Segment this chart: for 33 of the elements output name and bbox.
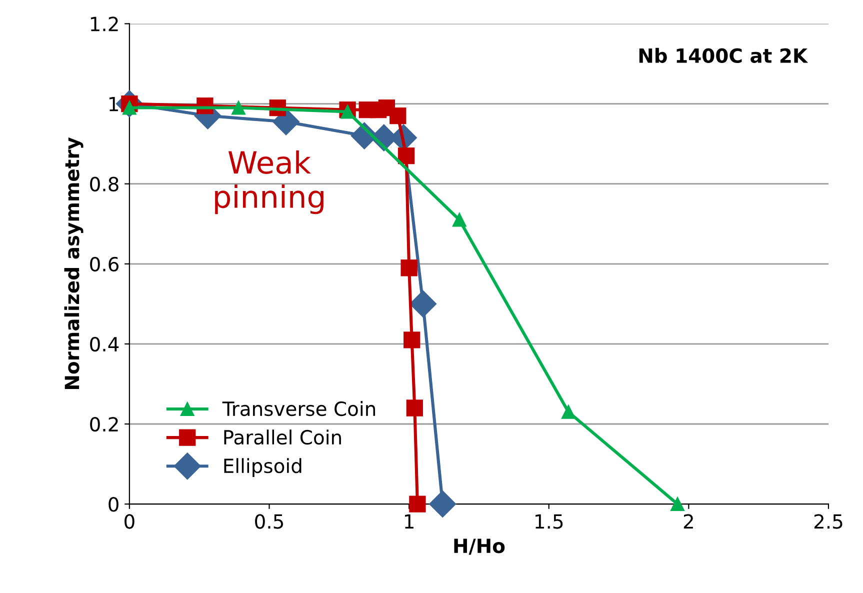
y-axis-title: Normalized asymmetry xyxy=(64,137,84,389)
y-tick-label: 0.2 xyxy=(90,416,118,432)
point xyxy=(232,100,246,115)
y-tick-label: 0.6 xyxy=(90,256,119,272)
point xyxy=(410,290,437,318)
point xyxy=(429,490,456,518)
x-tick-label: 2 xyxy=(684,514,693,529)
x-tick-label: 1 xyxy=(405,514,414,529)
x-tick-label: 0 xyxy=(124,514,134,529)
x-tick-label: 0.5 xyxy=(255,514,284,529)
y-tick-label: 0 xyxy=(108,497,118,512)
x-tick-label: 2.5 xyxy=(814,514,842,529)
point xyxy=(390,107,406,124)
point xyxy=(561,405,576,419)
legend-label: Transverse Coin xyxy=(222,401,376,416)
legend-label: Parallel Coin xyxy=(224,430,341,445)
y-tick-label: 0.8 xyxy=(90,176,118,192)
x-tick-label: 1.5 xyxy=(536,514,563,529)
point xyxy=(400,260,418,276)
y-tick-label: 1 xyxy=(109,96,118,112)
point xyxy=(409,496,426,512)
point xyxy=(398,147,415,164)
point xyxy=(406,400,423,416)
point xyxy=(670,497,684,511)
x-axis-title: H/Ho xyxy=(454,538,505,555)
legend-label: Ellipsoid xyxy=(224,458,302,477)
point xyxy=(452,212,466,227)
point xyxy=(404,332,420,348)
annotation: Weak pinning xyxy=(215,150,324,214)
point xyxy=(340,104,354,119)
y-tick-label: 1.2 xyxy=(90,16,118,32)
annotation: Nb 1400C at 2K xyxy=(639,48,808,63)
y-tick-label: 0.4 xyxy=(90,336,119,352)
